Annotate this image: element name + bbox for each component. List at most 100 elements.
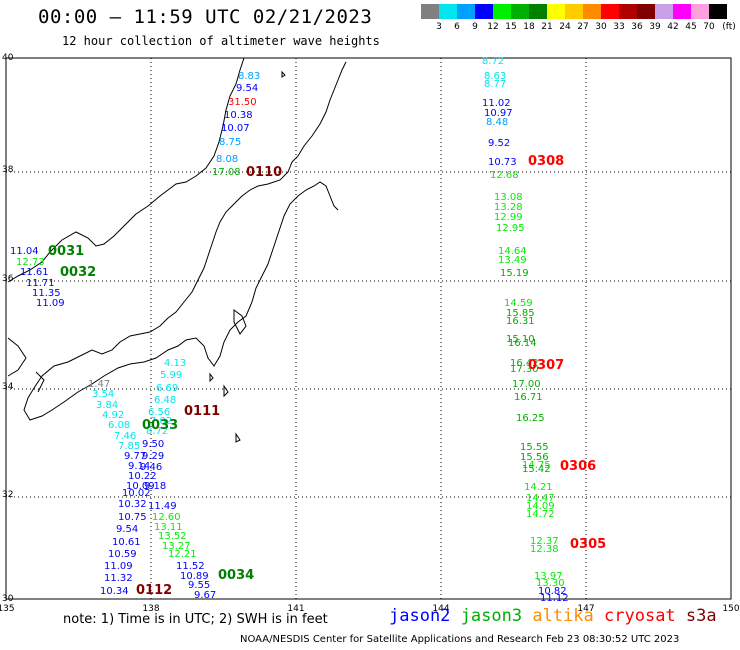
wave-height-value: 13.27 [162, 541, 191, 552]
wave-height-value: 9.55 [188, 580, 210, 591]
lon-tick-label: 135 [0, 604, 15, 614]
wave-height-value: 9.18 [144, 481, 166, 492]
wave-height-value: 8.48 [486, 117, 508, 128]
legend-swatch [511, 4, 529, 19]
wave-height-value: 9.14 [128, 461, 150, 472]
wave-height-value: 31.50 [228, 97, 257, 108]
wave-height-value: 9.54 [236, 83, 258, 94]
satellite-legend: jason2 jason3 altika cryosat s3a [389, 606, 717, 626]
lat-tick-label: 30 [2, 594, 14, 604]
wave-height-value: 10.59 [108, 549, 137, 560]
track-time-label: 0031 [48, 244, 84, 259]
legend-swatch [493, 4, 511, 19]
lat-tick-label: 40 [2, 53, 14, 63]
wave-height-value: 12.60 [152, 512, 181, 523]
legend-tick-label: 3 [436, 22, 442, 32]
wave-height-value: 13.28 [494, 202, 523, 213]
wave-height-value: 11.32 [104, 573, 133, 584]
wave-height-value: 9.77 [124, 451, 146, 462]
wave-height-value: 6.08 [108, 420, 130, 431]
wave-height-value: 11.02 [482, 98, 511, 109]
legend-swatch [655, 4, 673, 19]
wave-height-value: 8.63 [484, 71, 506, 82]
lon-tick-label: 147 [577, 604, 594, 614]
wave-height-value: 10.22 [128, 471, 157, 482]
legend-tick-label: 42 [667, 22, 679, 32]
wave-height-value: 10.09 [126, 481, 155, 492]
wave-height-value: 13.08 [494, 192, 523, 203]
wave-height-value: 8.83 [238, 71, 260, 82]
wave-height-value: 7.85 [118, 441, 140, 452]
wave-height-value: 17.00 [512, 379, 541, 390]
legend-tick-label: 18 [523, 22, 535, 32]
legend-tick-label: 33 [613, 22, 625, 32]
page-title: 00:00 – 11:59 UTC 02/21/2023 [38, 6, 373, 28]
wave-height-value: 10.32 [118, 499, 147, 510]
track-time-label: 0110 [246, 165, 282, 180]
wave-height-value: 10.89 [180, 571, 209, 582]
track-time-label: 0306 [560, 459, 596, 474]
lat-tick-label: 38 [2, 165, 14, 175]
wave-height-value: 1.47 [88, 379, 110, 390]
legend-tick-label: 12 [487, 22, 499, 32]
legend-swatch [457, 4, 475, 19]
wave-height-value: 13.11 [154, 522, 183, 533]
wave-height-value: 12.68 [490, 170, 519, 181]
wave-height-value: 13.97 [534, 571, 563, 582]
legend-unit: (ft) [722, 22, 736, 32]
wave-height-value: 12.95 [496, 223, 525, 234]
wave-height-value: 17.08 [212, 167, 241, 178]
lon-tick-label: 144 [432, 604, 449, 614]
wave-height-value: 11.52 [176, 561, 205, 572]
wave-height-value: 15.56 [520, 452, 549, 463]
wave-height-value: 9.50 [142, 439, 164, 450]
track-time-label: 0305 [570, 537, 606, 552]
wave-height-value: 14.75 [522, 460, 551, 471]
legend-tick-label: 30 [595, 22, 607, 32]
legend-swatch [673, 4, 691, 19]
page-subtitle: 12 hour collection of altimeter wave hei… [62, 34, 380, 48]
track-time-label: 0034 [218, 568, 254, 583]
track-time-label: 0032 [60, 265, 96, 280]
legend-tick-label: 6 [454, 22, 460, 32]
axis-labels: 135 138 141 144 147 150 30 32 34 36 38 40 [0, 53, 740, 614]
wave-height-value: 14.64 [498, 246, 527, 257]
wave-height-value: 14.47 [526, 493, 555, 504]
track-time-label: 0111 [184, 404, 220, 419]
legend-tick-label: 21 [541, 22, 553, 32]
wave-height-value: 15.42 [522, 464, 551, 475]
wave-height-value: 4.92 [102, 410, 124, 421]
wave-height-value: 4.13 [164, 358, 186, 369]
wave-height-value: 14.09 [526, 501, 555, 512]
legend-swatch [619, 4, 637, 19]
wave-height-value: 5.99 [160, 370, 182, 381]
legend-tick-label: 70 [703, 22, 715, 32]
wave-height-value: 9.67 [194, 590, 216, 601]
wave-height-value: 3.84 [96, 400, 118, 411]
wave-height-value: 10.38 [224, 110, 253, 121]
lon-tick-label: 138 [142, 604, 159, 614]
wave-height-value: 11.35 [32, 288, 61, 299]
satellite-name: s3a [685, 606, 717, 626]
wave-height-value: 14.59 [504, 298, 533, 309]
legend-swatch [709, 4, 727, 19]
wave-height-value: 11.12 [540, 593, 569, 604]
wave-height-value: 16.71 [514, 392, 543, 403]
wave-height-value: 9.54 [116, 524, 138, 535]
legend-swatch [583, 4, 601, 19]
track-time-label: 0308 [528, 154, 564, 169]
legend-swatch [637, 4, 655, 19]
wave-height-value: 8.75 [219, 137, 241, 148]
wave-height-value: 10.97 [484, 108, 513, 119]
legend-swatch [529, 4, 547, 19]
wave-height-value: 16.14 [508, 338, 537, 349]
wave-height-value: 12.21 [168, 549, 197, 560]
satellite-name: jason2 [389, 606, 451, 626]
wave-height-value: 16.42 [510, 358, 539, 369]
legend-tick-label: 36 [631, 22, 643, 32]
legend-swatch [601, 4, 619, 19]
satellite-name: jason3 [460, 606, 523, 626]
legend-swatch [439, 4, 457, 19]
legend-tick-label: 27 [577, 22, 589, 32]
